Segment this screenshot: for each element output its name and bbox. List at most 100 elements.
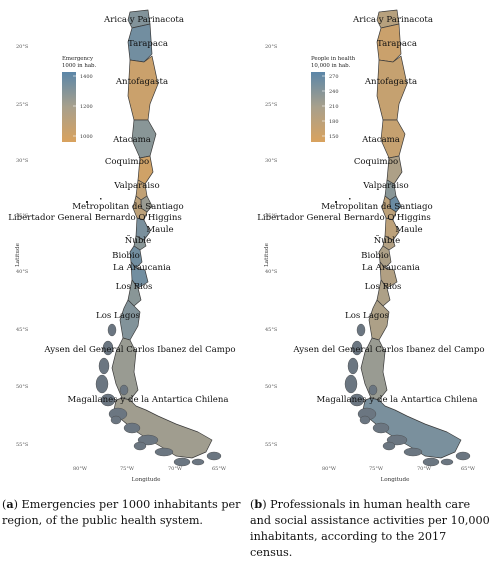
lat-tick-label: 55°S — [16, 442, 29, 448]
island — [102, 340, 114, 356]
region-label: Los Lagos — [345, 311, 389, 321]
caption-b-text: Professionals in human health care and s… — [250, 498, 490, 559]
region-coquimbo — [137, 155, 154, 185]
caption-a: (a) Emergencies per 1000 inhabitants per… — [2, 497, 241, 527]
region-label: Biobio — [112, 251, 140, 261]
pacific-island — [335, 201, 337, 203]
legend-title: Emergency — [62, 56, 94, 62]
island — [372, 422, 390, 434]
lat-tick-label: 20°S — [16, 44, 29, 50]
caption-a-letter: a — [6, 497, 14, 511]
island — [100, 393, 116, 407]
legend-tick-label: 1200 — [80, 104, 93, 110]
region-label: Metropolitan de Santiago — [72, 202, 184, 212]
region-label: Antofagasta — [115, 77, 168, 87]
map-panel-b: 20°S 25°S 30°S 35°S 40°S 45°S 50°S 55°S 80°W 75°W… — [249, 0, 494, 490]
lat-tick-label: 45°S — [16, 327, 29, 333]
region-label: Biobio — [361, 251, 389, 261]
legend-tick-label: 240 — [329, 89, 339, 95]
island — [382, 441, 396, 451]
lon-tick-label: 75°W — [369, 466, 384, 472]
region-label: Aysen del General Carlos Ibanez del Camp… — [292, 345, 484, 355]
pacific-island — [100, 198, 102, 200]
choropleth-map-b: 20°S 25°S 30°S 35°S 40°S 45°S 50°S 55°S 80°W 75°W… — [249, 0, 494, 490]
x-axis-label: Longitude — [132, 477, 161, 483]
region-los-rios — [376, 279, 391, 307]
legend-tick-label: 210 — [329, 104, 339, 110]
region-label: Tarapaca — [128, 39, 168, 49]
caption-b: (b) Professionals in human health care a… — [250, 497, 490, 559]
legend-tick-label: 150 — [329, 134, 339, 140]
lat-tick-label: 40°S — [16, 269, 29, 275]
pacific-island — [86, 201, 88, 203]
island — [347, 357, 359, 375]
lon-tick-label: 65°W — [461, 466, 476, 472]
region-label: Atacama — [361, 135, 400, 145]
island — [344, 374, 358, 394]
island — [154, 447, 174, 457]
region-label: Valparaiso — [113, 181, 159, 191]
island — [359, 415, 371, 425]
island — [119, 384, 129, 396]
island — [455, 451, 471, 461]
island — [110, 415, 122, 425]
region-label: Ñuble — [374, 234, 400, 246]
lat-tick-label: 50°S — [265, 384, 278, 390]
island — [368, 384, 378, 396]
region-label: Maule — [395, 225, 422, 235]
lat-tick-label: 20°S — [265, 44, 278, 50]
legend-colorbar — [62, 72, 76, 142]
lat-tick-label: 30°S — [16, 158, 29, 164]
lat-tick-label: 55°S — [265, 442, 278, 448]
region-label: Metropolitan de Santiago — [321, 202, 433, 212]
island — [349, 393, 365, 407]
lat-tick-label: 30°S — [265, 158, 278, 164]
region-label: Magallanes y de la Antartica Chilena — [316, 395, 477, 405]
region-libertador-general-bernardo-o-higgins — [132, 195, 148, 221]
region-label: Maule — [146, 225, 173, 235]
region-n-uble — [133, 235, 147, 251]
legend-tick-label: 270 — [329, 74, 339, 80]
caption-b-letter: b — [254, 497, 263, 511]
island — [191, 458, 205, 466]
map-panel-a: 20°S 25°S 30°S 35°S 40°S 45°S 50°S 55°S 80°W 75°W… — [0, 0, 245, 490]
legend-tick-label: 180 — [329, 119, 339, 125]
region-label: Arica y Parinacota — [352, 15, 433, 25]
island — [356, 323, 366, 337]
legend-tick-label: 1400 — [80, 74, 93, 80]
map-layer: 20°S 25°S 30°S 35°S 40°S 45°S 50°S 55°S 80°W 75°W… — [249, 0, 494, 490]
island — [403, 447, 423, 457]
lon-tick-label: 80°W — [73, 466, 88, 472]
island — [422, 457, 440, 467]
region-label: Arica y Parinacota — [103, 15, 184, 25]
region-label: Tarapaca — [377, 39, 417, 49]
island — [173, 457, 191, 467]
region-label: Valparaiso — [362, 181, 408, 191]
legend-tick-label: 1000 — [80, 134, 93, 140]
region-antofagasta — [127, 55, 159, 121]
lat-tick-label: 40°S — [265, 269, 278, 275]
region-maule — [384, 217, 400, 241]
x-axis-label: Longitude — [381, 477, 410, 483]
lat-tick-label: 35°S — [16, 213, 29, 219]
island — [351, 340, 363, 356]
region-label: Magallanes y de la Antartica Chilena — [67, 395, 228, 405]
pacific-island — [349, 198, 351, 200]
region-libertador-general-bernardo-o-higgins — [381, 195, 397, 221]
island — [98, 357, 110, 375]
island — [206, 451, 222, 461]
lon-tick-label: 70°W — [417, 466, 432, 472]
region-label: Libertador General Bernardo O'Higgins — [8, 213, 182, 223]
island — [133, 441, 147, 451]
lon-tick-label: 80°W — [322, 466, 337, 472]
lat-tick-label: 45°S — [265, 327, 278, 333]
island — [107, 323, 117, 337]
region-antofagasta — [376, 55, 408, 121]
region-label: Antofagasta — [364, 77, 417, 87]
region-label: La Araucania — [362, 263, 420, 273]
y-axis-label: Latitude — [264, 242, 270, 267]
region-label: Coquimbo — [354, 157, 398, 167]
island — [95, 374, 109, 394]
legend-title: 10,000 in hab. — [311, 63, 351, 69]
